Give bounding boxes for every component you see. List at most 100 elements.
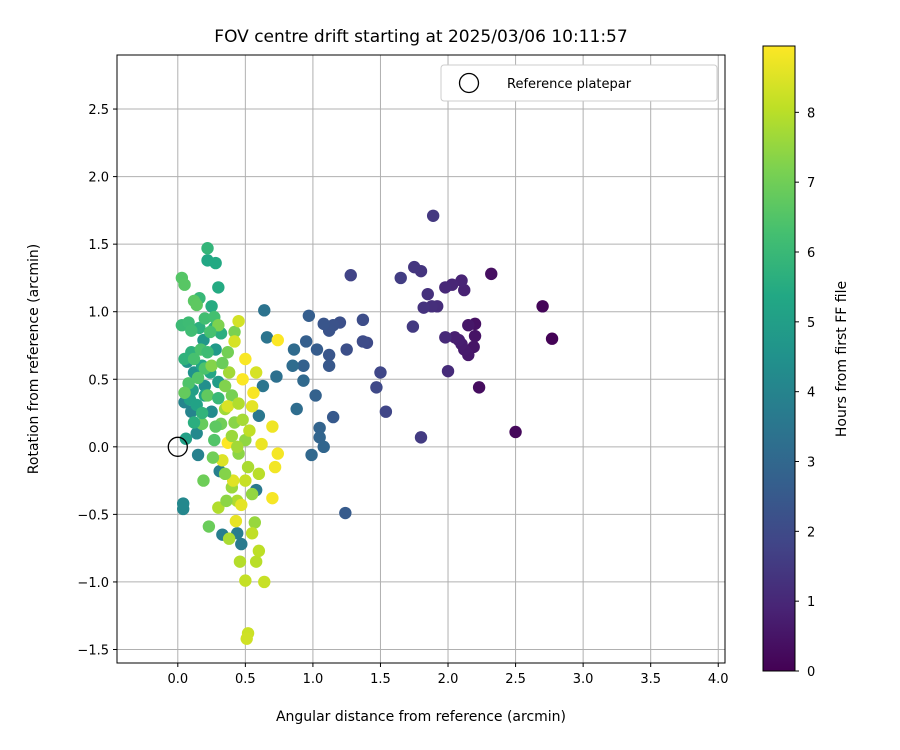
data-point [206, 451, 220, 464]
data-point [297, 359, 310, 372]
x-tick-label: 2.0 [438, 672, 459, 687]
y-axis-label: Rotation from reference (arcmin) [26, 244, 42, 474]
data-point [216, 356, 229, 370]
y-tick-label: −0.5 [77, 508, 109, 523]
data-point [408, 260, 421, 274]
data-point [208, 433, 221, 447]
data-point [249, 366, 263, 379]
data-point [426, 209, 440, 222]
data-point [187, 416, 201, 429]
data-point [536, 300, 549, 313]
data-point [205, 405, 218, 418]
data-point [201, 389, 214, 402]
data-point [185, 324, 198, 337]
data-point [322, 359, 336, 372]
data-point [509, 425, 522, 439]
data-point [178, 352, 191, 366]
data-point [458, 283, 471, 297]
data-point [379, 405, 393, 418]
legend-box [440, 64, 718, 102]
data-point [468, 329, 482, 343]
data-point [221, 400, 234, 413]
data-point [339, 506, 352, 520]
data-point [256, 379, 270, 393]
data-point [243, 424, 256, 437]
data-point [187, 352, 201, 366]
data-point [414, 431, 428, 444]
data-point [326, 410, 340, 424]
data-point [313, 421, 326, 435]
data-point [545, 332, 559, 345]
data-point [394, 271, 407, 285]
data-point [313, 431, 326, 444]
data-point [356, 335, 370, 348]
data-point [374, 366, 387, 379]
chart-title: FOV centre drift starting at 2025/03/06 … [214, 27, 627, 47]
data-point [309, 389, 322, 402]
data-point [228, 325, 241, 339]
x-axis-ticks: 0.0 0.5 1.0 1.5 2.0 2.5 3.0 3.5 4.0 [167, 663, 729, 687]
data-point [232, 314, 245, 328]
data-point [225, 429, 239, 443]
colorbar-tick-label: 4 [807, 386, 815, 401]
data-point [448, 331, 461, 344]
data-point [218, 379, 232, 393]
colorbar-tick-label: 5 [807, 316, 815, 331]
data-point [209, 420, 222, 433]
data-point [236, 413, 249, 426]
colorbar: 0 1 2 3 4 5 6 7 8 Hours from first FF file [762, 45, 850, 680]
data-point [235, 498, 248, 512]
data-point [201, 346, 214, 359]
data-point [229, 514, 243, 528]
data-point [209, 256, 222, 270]
data-point [202, 520, 216, 533]
data-point [462, 319, 475, 332]
data-point [178, 278, 191, 291]
data-point [485, 267, 498, 281]
data-point [340, 343, 353, 356]
colorbar-tick-label: 0 [807, 665, 815, 680]
data-point [235, 537, 248, 551]
data-point [204, 325, 217, 339]
data-point [212, 391, 225, 405]
y-axis-ticks: −1.5 −1.0 −0.5 0.0 0.5 1.0 1.5 2.0 2.5 [77, 103, 117, 658]
data-point [245, 400, 259, 413]
data-point [239, 474, 252, 487]
data-point [195, 406, 209, 420]
y-tick-label: 0.0 [88, 441, 109, 456]
data-point [255, 437, 268, 451]
y-tick-label: 0.5 [88, 373, 109, 388]
y-tick-label: 2.5 [88, 103, 109, 118]
data-point [228, 335, 241, 348]
x-tick-label: 3.5 [640, 672, 661, 687]
x-tick-label: 3.0 [573, 672, 594, 687]
data-point [178, 386, 191, 399]
data-point [406, 320, 420, 333]
data-point [232, 397, 245, 410]
colorbar-tick-label: 2 [807, 525, 815, 540]
data-point [220, 494, 233, 508]
data-point [252, 544, 266, 558]
data-point [344, 269, 357, 282]
data-point [182, 377, 195, 390]
data-point [252, 409, 266, 422]
data-point [302, 309, 316, 322]
data-point [310, 343, 324, 356]
data-point [197, 474, 210, 487]
data-point [322, 348, 336, 362]
data-point [249, 555, 263, 568]
grid-lines [117, 55, 725, 663]
colorbar-tick-label: 7 [807, 176, 815, 191]
data-point [212, 281, 225, 294]
y-tick-label: 1.0 [88, 306, 109, 321]
data-point [218, 467, 232, 481]
data-point [221, 346, 234, 359]
data-point [201, 242, 214, 255]
legend-marker [458, 72, 480, 94]
data-point [441, 364, 455, 378]
data-point [205, 300, 218, 313]
data-point [247, 386, 260, 399]
data-point [439, 281, 452, 294]
data-point [241, 460, 255, 474]
y-tick-label: 1.5 [88, 238, 109, 253]
